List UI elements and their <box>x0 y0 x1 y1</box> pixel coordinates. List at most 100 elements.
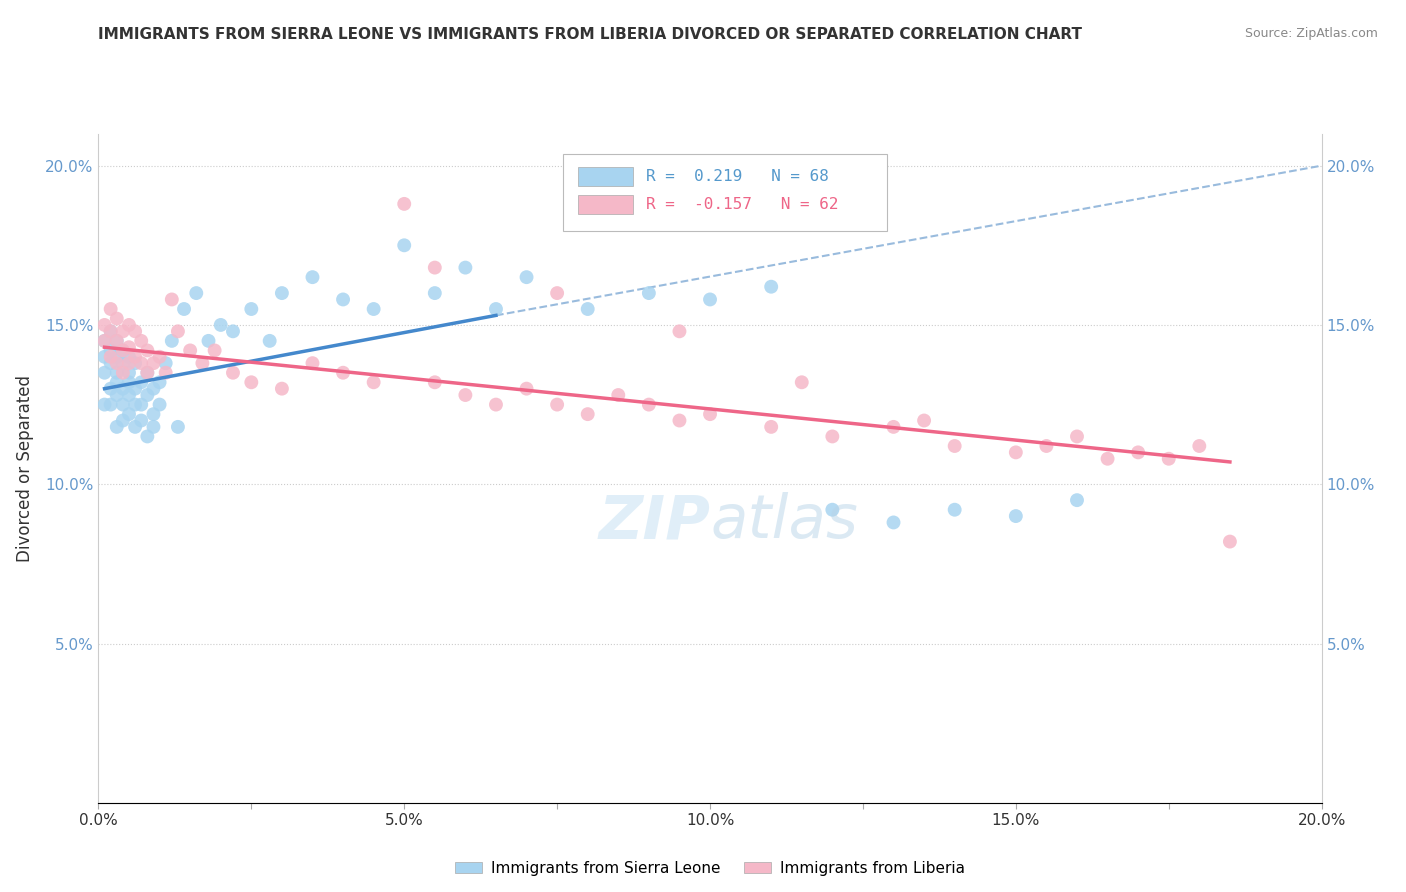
Point <box>118 407 141 421</box>
Point <box>1004 509 1026 524</box>
Point <box>136 343 159 358</box>
Point <box>129 356 152 370</box>
Point <box>129 376 152 390</box>
Point <box>759 279 782 293</box>
Point <box>546 398 568 412</box>
Point <box>607 388 630 402</box>
Point <box>118 356 141 370</box>
Point <box>105 311 128 326</box>
Point <box>943 439 966 453</box>
Y-axis label: Divorced or Separated: Divorced or Separated <box>15 375 34 562</box>
Point <box>111 366 134 380</box>
Point <box>100 324 122 338</box>
Point <box>821 502 844 516</box>
Point <box>191 356 214 370</box>
Text: atlas: atlas <box>710 492 858 551</box>
Point <box>93 334 115 348</box>
Point <box>423 376 446 390</box>
Point <box>167 420 190 434</box>
Point <box>100 343 122 358</box>
Point <box>1219 534 1241 549</box>
Point <box>124 420 146 434</box>
Point <box>454 388 477 402</box>
Point <box>392 197 416 211</box>
Point <box>111 343 134 358</box>
Point <box>93 350 115 364</box>
FancyBboxPatch shape <box>578 168 633 186</box>
Point <box>240 301 263 316</box>
Point <box>100 356 122 370</box>
Point <box>1157 451 1180 466</box>
Point <box>363 376 385 390</box>
Point <box>240 376 263 390</box>
Text: ZIP: ZIP <box>598 492 710 551</box>
Point <box>142 420 165 434</box>
Text: IMMIGRANTS FROM SIERRA LEONE VS IMMIGRANTS FROM LIBERIA DIVORCED OR SEPARATED CO: IMMIGRANTS FROM SIERRA LEONE VS IMMIGRAN… <box>98 27 1083 42</box>
Point <box>485 301 508 316</box>
Point <box>124 382 146 396</box>
Point <box>111 382 134 396</box>
Point <box>637 286 661 301</box>
FancyBboxPatch shape <box>578 195 633 214</box>
Point <box>222 324 245 338</box>
Point <box>270 286 292 301</box>
Text: Source: ZipAtlas.com: Source: ZipAtlas.com <box>1244 27 1378 40</box>
Point <box>204 343 226 358</box>
Point <box>209 318 232 332</box>
Point <box>392 238 416 252</box>
Point <box>1066 429 1088 443</box>
Point <box>516 270 538 285</box>
Point <box>100 398 122 412</box>
Point <box>1035 439 1057 453</box>
Point <box>222 366 245 380</box>
Point <box>668 324 690 338</box>
Point <box>1188 439 1211 453</box>
Point <box>197 334 219 348</box>
Point <box>93 334 115 348</box>
Legend: Immigrants from Sierra Leone, Immigrants from Liberia: Immigrants from Sierra Leone, Immigrants… <box>449 855 972 882</box>
Point <box>160 334 183 348</box>
Point <box>155 356 177 370</box>
Point <box>136 388 159 402</box>
Point <box>105 334 128 348</box>
Point <box>1097 451 1119 466</box>
Point <box>118 318 141 332</box>
Point <box>546 286 568 301</box>
Point <box>100 382 122 396</box>
Point <box>111 324 134 338</box>
Point <box>668 413 690 427</box>
Point <box>100 350 122 364</box>
Point <box>118 366 141 380</box>
Point <box>160 293 183 307</box>
Point <box>943 502 966 516</box>
Point <box>142 407 165 421</box>
Point <box>105 356 128 370</box>
Point <box>149 398 172 412</box>
Point <box>124 398 146 412</box>
Point <box>142 356 165 370</box>
Point <box>155 366 177 380</box>
Point <box>129 413 152 427</box>
Point <box>149 376 172 390</box>
Point <box>118 376 141 390</box>
Point <box>259 334 281 348</box>
Point <box>1128 445 1150 459</box>
Point <box>105 366 128 380</box>
Point <box>149 350 172 364</box>
Point <box>883 516 905 530</box>
Point <box>118 388 141 402</box>
Point <box>332 366 354 380</box>
Point <box>179 343 201 358</box>
Text: R =  0.219   N = 68: R = 0.219 N = 68 <box>647 169 830 184</box>
Point <box>912 413 935 427</box>
Point <box>124 324 146 338</box>
FancyBboxPatch shape <box>564 154 887 231</box>
Point <box>105 388 128 402</box>
Point <box>100 324 122 338</box>
Point <box>93 318 115 332</box>
Point <box>136 366 159 380</box>
Point <box>332 293 354 307</box>
Point <box>136 429 159 443</box>
Point <box>111 398 134 412</box>
Point <box>759 420 782 434</box>
